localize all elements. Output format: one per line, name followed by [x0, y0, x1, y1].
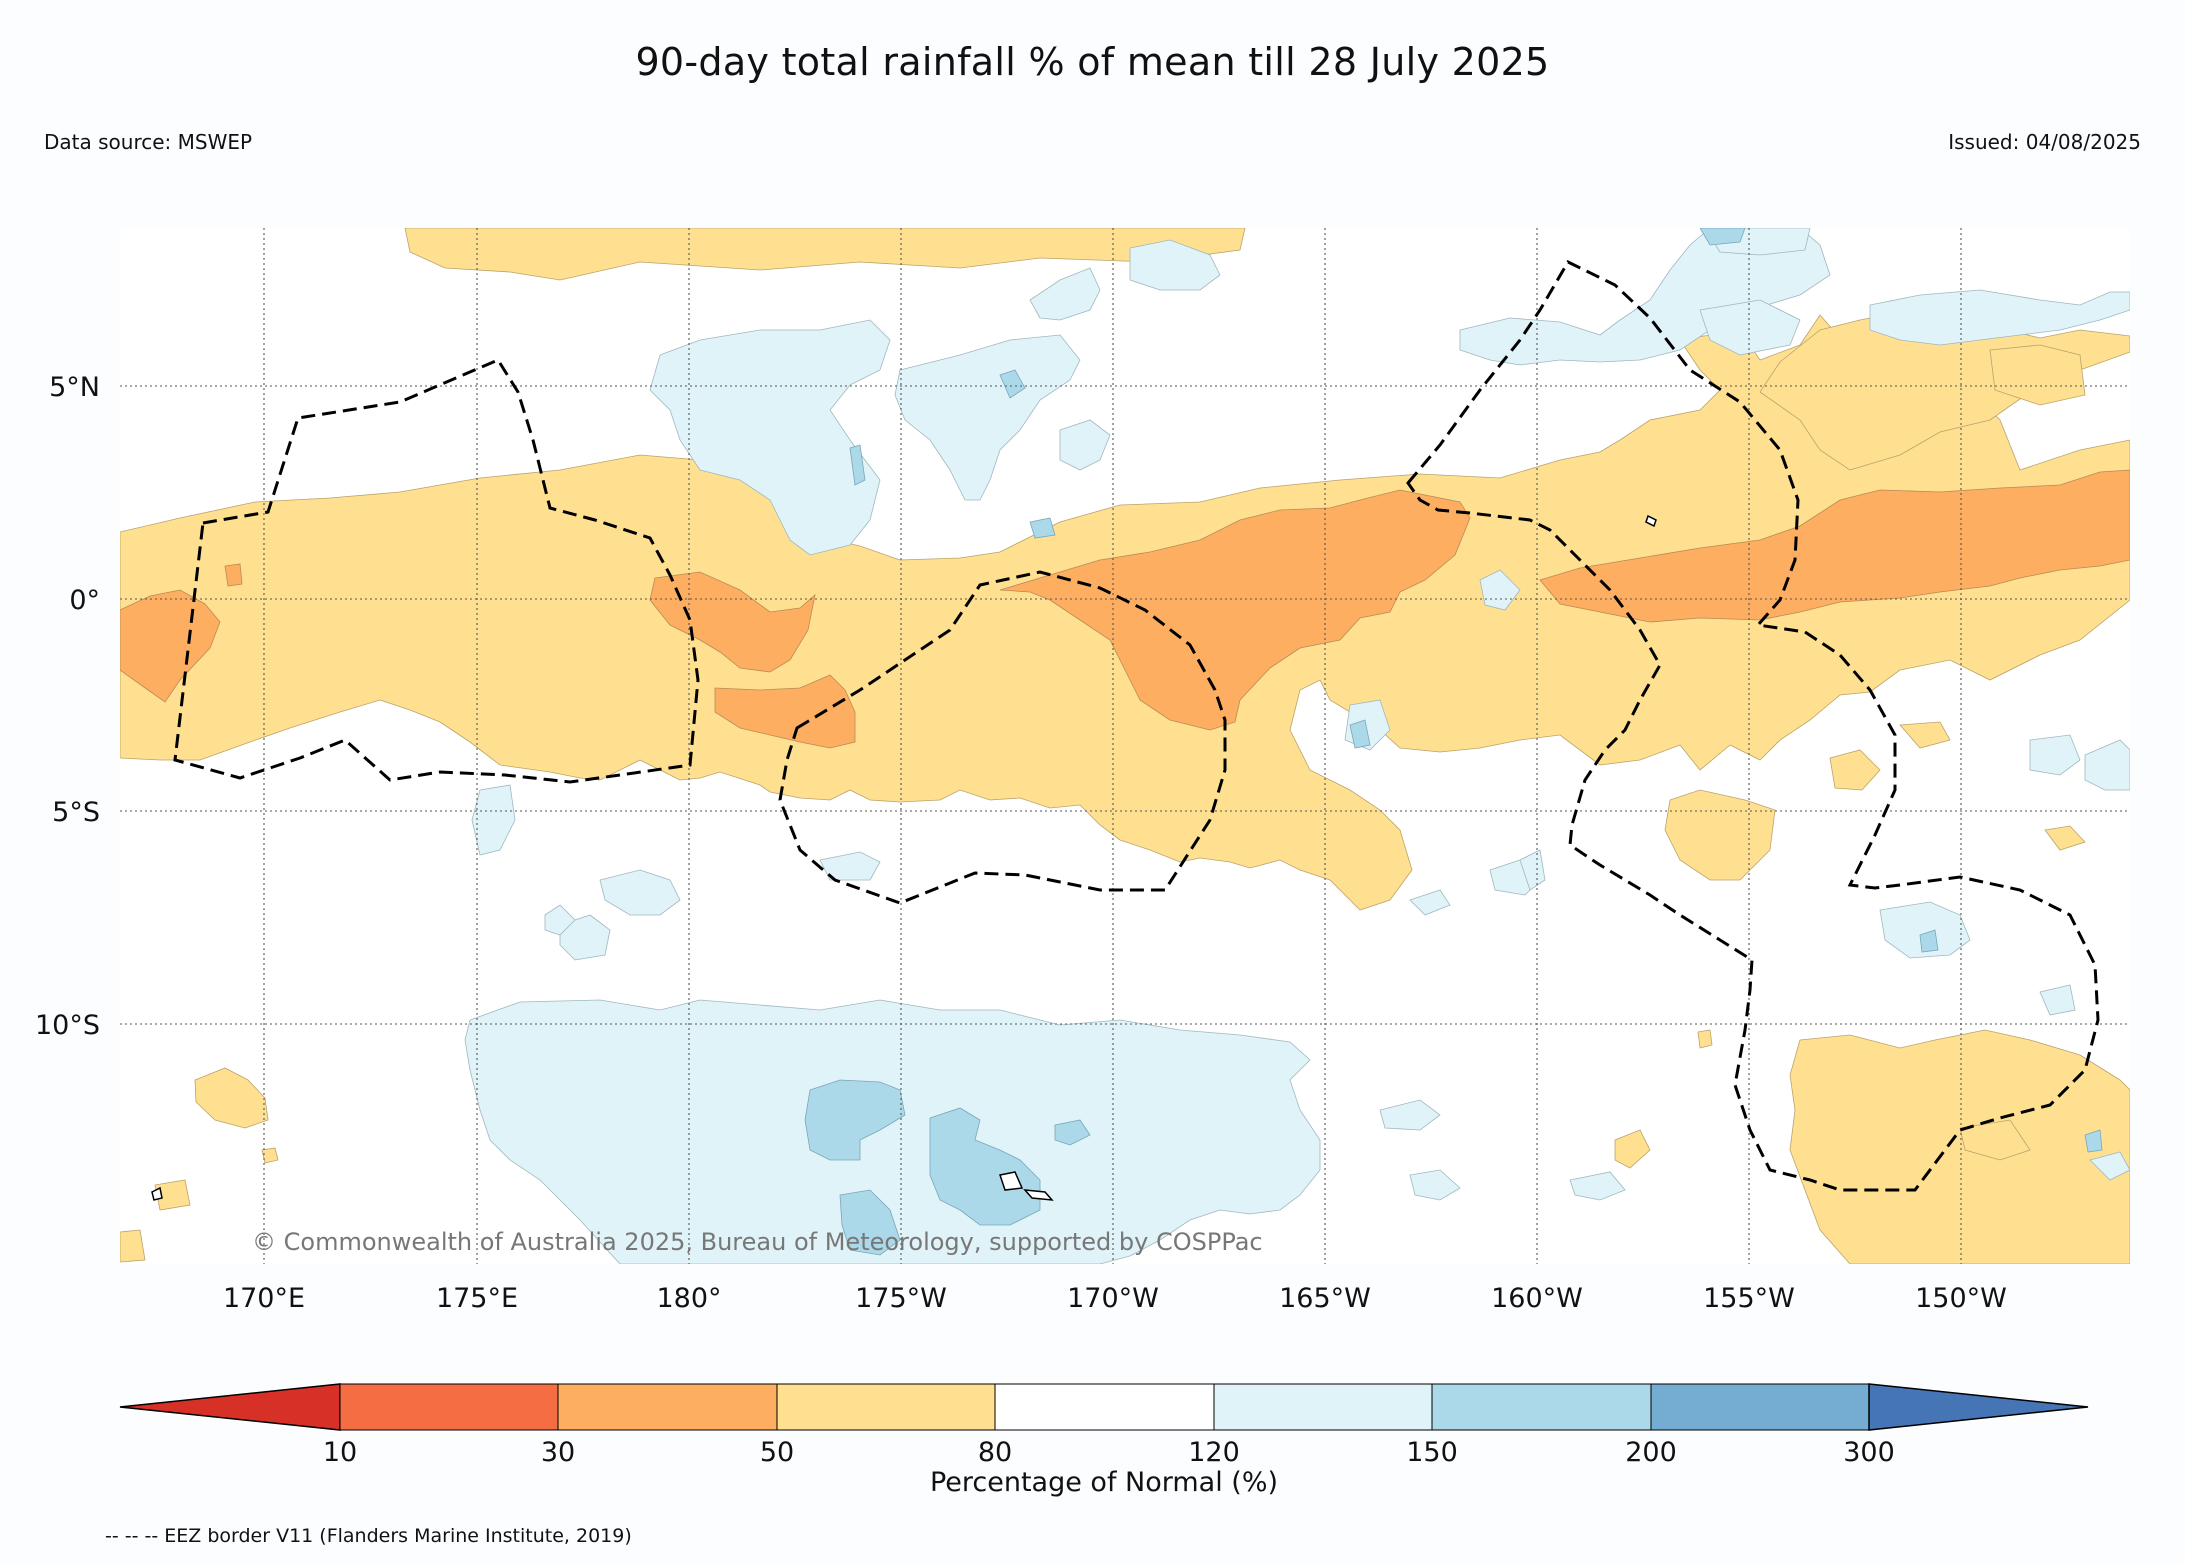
colorbar-tick-80: 80 — [978, 1437, 1012, 1468]
colorbar-tick-10: 10 — [323, 1437, 357, 1468]
lon-label-165w: 165°W — [1279, 1283, 1371, 1314]
colorbar-tick-200: 200 — [1625, 1437, 1677, 1468]
map-area — [120, 228, 2130, 1264]
wet-region-150-200 — [804, 228, 2103, 1256]
longitude-labels: 170°E 175°E 180° 175°W 170°W 165°W 160°W… — [223, 1283, 2007, 1314]
lat-label-5n: 5°N — [49, 372, 100, 403]
latitude-labels: 5°N 0° 5°S 10°S — [35, 372, 100, 1041]
colorbar-segment-below-10 — [119, 1383, 341, 1431]
dry-region-30-50 — [120, 469, 2130, 749]
lat-label-10s: 10°S — [35, 1010, 100, 1041]
colorbar-tick-50: 50 — [760, 1437, 794, 1468]
lon-label-150w: 150°W — [1915, 1283, 2007, 1314]
colorbar-segment-150-200 — [1431, 1383, 1652, 1431]
eez-legend-footnote: -- -- -- EEZ border V11 (Flanders Marine… — [105, 1525, 632, 1547]
colorbar-segment-120-150 — [1213, 1383, 1433, 1431]
colorbar-segment-200-300 — [1650, 1383, 1870, 1431]
eez-borders — [173, 260, 2100, 1192]
colorbar-segment-above-300 — [1868, 1383, 2089, 1431]
colorbar-segment-10-30 — [339, 1383, 559, 1431]
data-source-label: Data source: MSWEP — [44, 130, 253, 154]
colorbar-tick-120: 120 — [1188, 1437, 1240, 1468]
colorbar-segment-30-50 — [557, 1383, 778, 1431]
lon-label-155w: 155°W — [1703, 1283, 1795, 1314]
lon-label-175w: 175°W — [855, 1283, 947, 1314]
lon-label-180: 180° — [656, 1283, 721, 1314]
lon-label-170e: 170°E — [223, 1283, 305, 1314]
issued-date-label: Issued: 04/08/2025 — [1948, 130, 2141, 154]
colorbar-segment-80-120 — [994, 1383, 1215, 1431]
lon-label-175e: 175°E — [436, 1283, 518, 1314]
lat-label-0: 0° — [69, 585, 100, 616]
colorbar-segment-50-80 — [776, 1383, 996, 1431]
lon-label-160w: 160°W — [1491, 1283, 1583, 1314]
colorbar-tick-30: 30 — [541, 1437, 575, 1468]
colorbar: 10 30 50 80 120 150 200 300 Percentage o… — [119, 1383, 2089, 1498]
wet-region-120-150 — [464, 228, 2130, 1264]
map-title: 90-day total rainfall % of mean till 28 … — [635, 40, 1550, 84]
island-outlines — [151, 514, 1657, 1201]
colorbar-label: Percentage of Normal (%) — [930, 1467, 1278, 1498]
lat-label-5s: 5°S — [52, 797, 100, 828]
colorbar-tick-300: 300 — [1843, 1437, 1895, 1468]
lon-label-170w: 170°W — [1067, 1283, 1159, 1314]
copyright-notice: © Commonwealth of Australia 2025, Bureau… — [252, 1228, 1263, 1256]
colorbar-tick-150: 150 — [1406, 1437, 1458, 1468]
